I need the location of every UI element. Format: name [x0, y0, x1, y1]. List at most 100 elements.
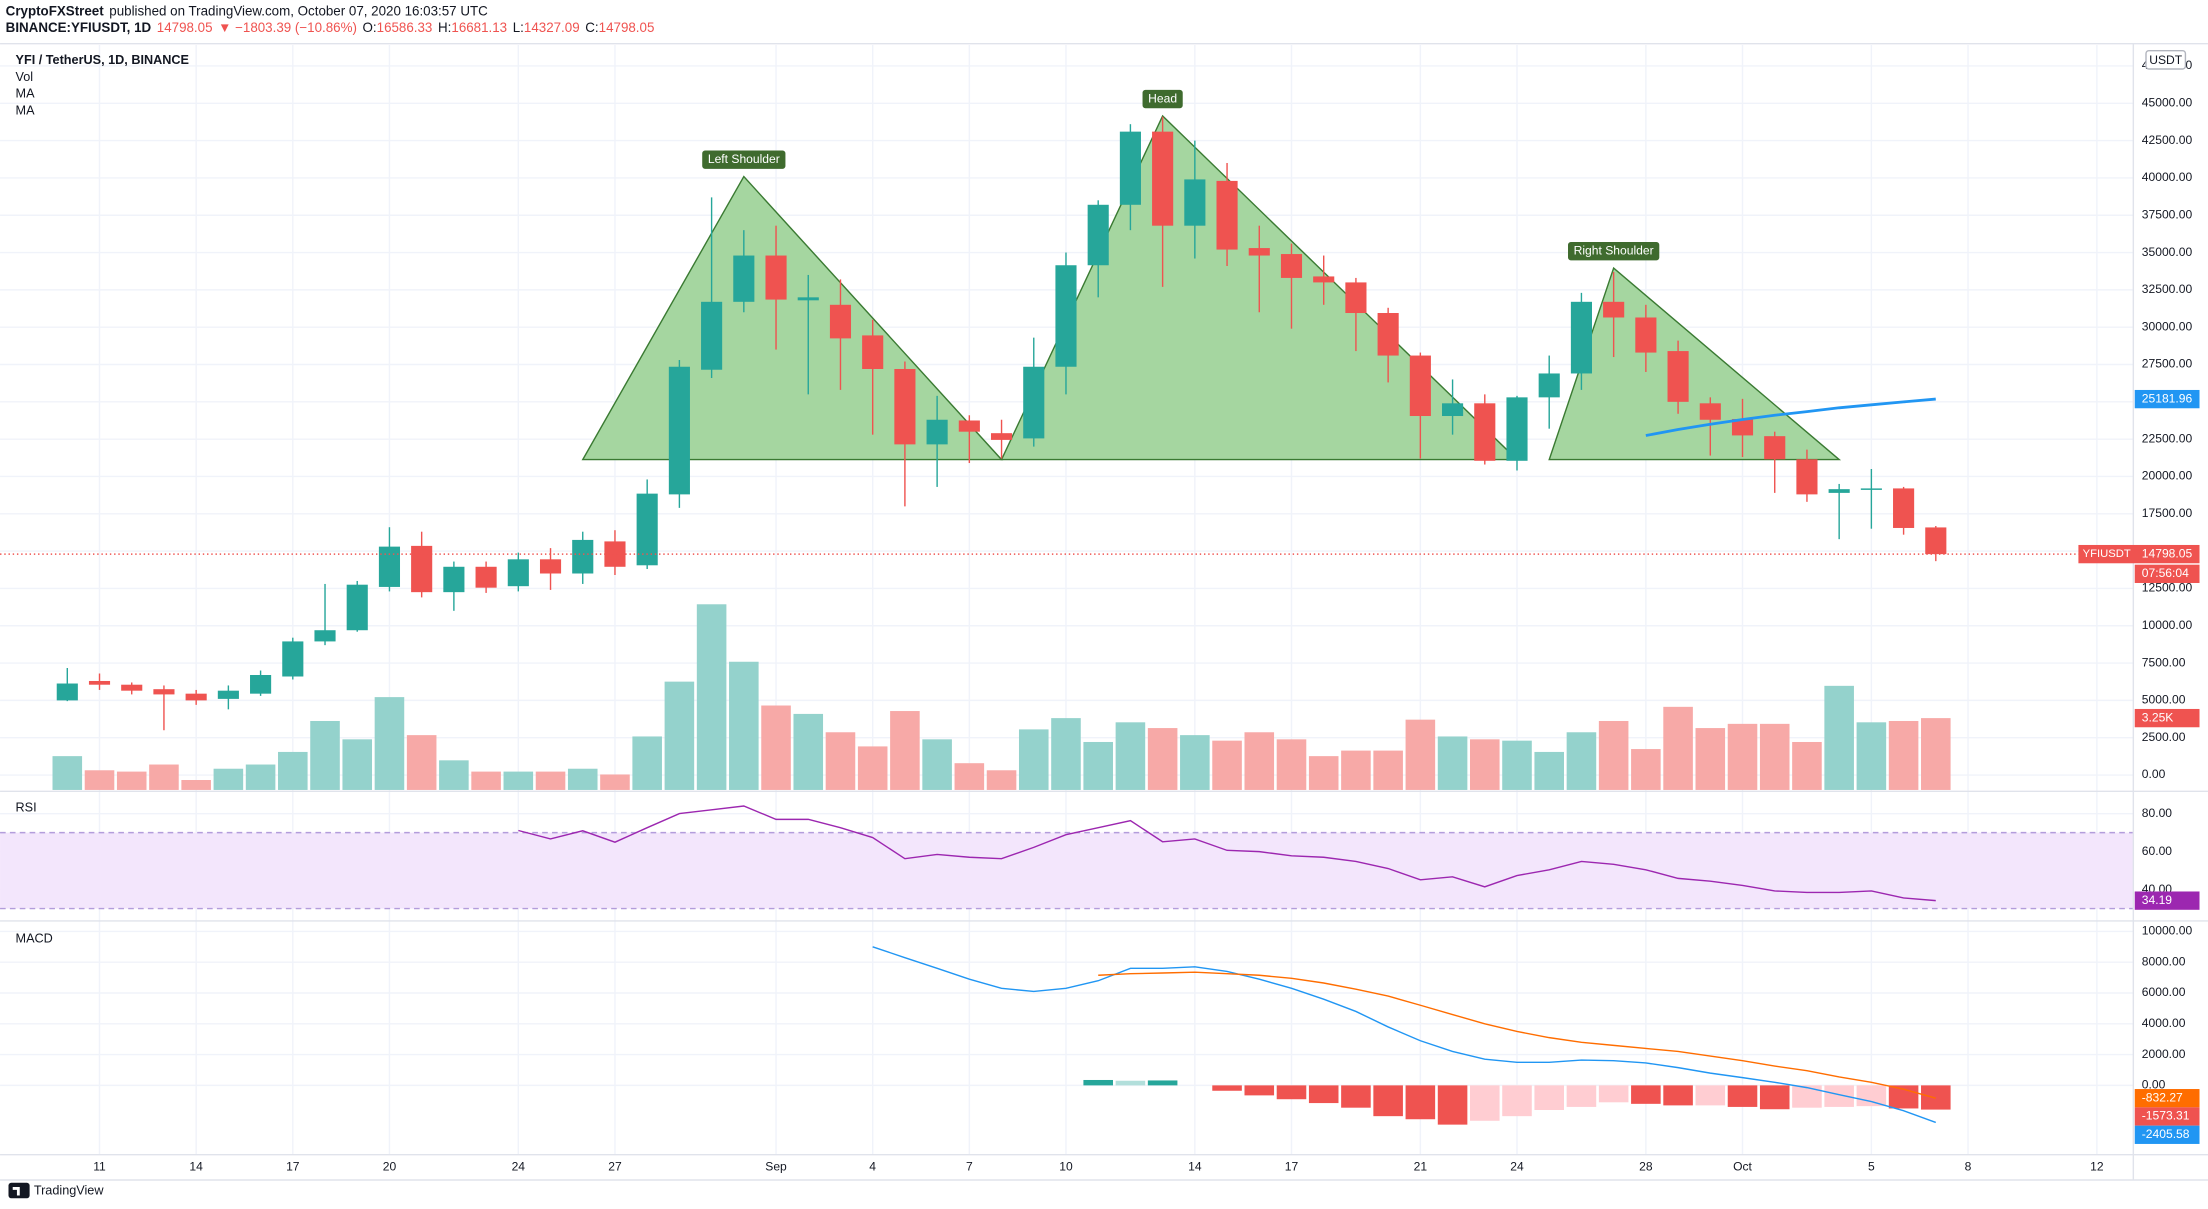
- volume-bar: [1212, 740, 1242, 790]
- candle-body: [1828, 489, 1850, 493]
- volume-value-box: [2134, 708, 2200, 728]
- x-tick-label: 11: [93, 1160, 106, 1174]
- candle-body: [829, 304, 852, 339]
- histogram-bar: [1083, 1079, 1113, 1086]
- candle-body: [314, 630, 336, 642]
- price-axis-bg: [2133, 43, 2208, 1182]
- x-tick-label: 10: [1059, 1160, 1073, 1174]
- candle-body: [443, 566, 465, 593]
- volume-bar: [1759, 723, 1790, 790]
- volume-bar: [793, 713, 824, 790]
- candle-body: [1345, 282, 1367, 314]
- histogram-bar: [1727, 1085, 1758, 1107]
- histogram-bar: [1276, 1085, 1307, 1100]
- candle-body: [121, 684, 143, 691]
- candle-body: [378, 546, 401, 587]
- rsi-line: [518, 805, 1936, 902]
- histogram-value-box: [2134, 1107, 2200, 1126]
- volume-bar: [1598, 720, 1629, 790]
- x-tick-label: 8: [1965, 1160, 1972, 1174]
- y-tick-label: 5000.00: [2142, 693, 2186, 707]
- pattern-label: Head: [1148, 91, 1177, 105]
- volume-bar: [1244, 732, 1275, 790]
- candle-body: [185, 693, 207, 701]
- candle-body: [668, 366, 690, 495]
- candle-body: [1184, 179, 1206, 226]
- candle-body: [1377, 313, 1399, 356]
- ohlc-key: O:: [363, 20, 377, 35]
- volume-bar: [1437, 736, 1468, 790]
- y-tick-label: 7500.00: [2142, 655, 2186, 669]
- y-tick-label: 60.00: [2142, 844, 2173, 858]
- candle-body: [1764, 436, 1786, 460]
- volume-bar: [1018, 729, 1049, 790]
- volume-bar: [825, 732, 856, 790]
- ma-value: 25181.96: [2142, 391, 2193, 405]
- y-tick-label: 22500.00: [2142, 431, 2193, 445]
- legend-entry: MA: [16, 104, 36, 118]
- y-tick-label: 40000.00: [2142, 170, 2193, 184]
- candle-body: [153, 689, 175, 695]
- candle-body: [862, 335, 884, 369]
- histogram-value: -1573.31: [2142, 1109, 2190, 1123]
- y-tick-label: 45000.00: [2142, 95, 2193, 109]
- candle-body: [926, 419, 948, 445]
- last-price: 14798.05: [2142, 546, 2193, 560]
- y-tick-label: 0.00: [2142, 767, 2166, 781]
- candle-body: [701, 301, 723, 370]
- candle-body: [539, 559, 562, 574]
- pane-title: MACD: [16, 932, 53, 946]
- volume-bar: [1566, 732, 1597, 790]
- volume-bar: [439, 760, 469, 790]
- candle-body: [797, 297, 819, 301]
- candle-body: [1667, 351, 1689, 402]
- candle-body: [1119, 131, 1141, 205]
- y-tick-label: 80.00: [2142, 806, 2173, 820]
- candle-body: [1570, 301, 1592, 374]
- volume-bar: [1856, 722, 1887, 790]
- candle-body: [1152, 131, 1174, 226]
- countdown-box: [2134, 564, 2200, 583]
- candle-body: [475, 566, 497, 588]
- candle-body: [1893, 488, 1915, 528]
- candle-body: [1055, 265, 1077, 367]
- histogram-bar: [1502, 1085, 1532, 1117]
- y-tick-label: 10000.00: [2142, 618, 2193, 632]
- candle-body: [1603, 301, 1625, 318]
- ohlc-value: 16681.13: [451, 20, 507, 35]
- volume-bar: [278, 751, 308, 790]
- signal-line: [1098, 971, 1936, 1099]
- y-tick-label: 2500.00: [2142, 730, 2186, 744]
- volume-bar: [310, 720, 340, 790]
- y-tick-label: 4000.00: [2142, 1016, 2186, 1030]
- volume-bar: [922, 739, 952, 790]
- volume-bar: [1051, 718, 1081, 790]
- volume-bar: [52, 756, 83, 790]
- volume-bar: [1502, 740, 1532, 790]
- volume-bar: [1470, 739, 1500, 790]
- volume-bar: [857, 746, 888, 790]
- histogram-bar: [1598, 1085, 1629, 1103]
- x-tick-label: 4: [869, 1160, 876, 1174]
- pattern-label-box: [702, 150, 786, 169]
- volume-bar: [664, 681, 695, 790]
- pattern-label-box: [1142, 89, 1183, 109]
- candle-body: [1731, 418, 1754, 436]
- histogram-bar: [1856, 1085, 1887, 1107]
- candle-body: [1860, 488, 1882, 490]
- ohlc-value: 14327.09: [524, 20, 580, 35]
- footer-brand: TradingView: [34, 1184, 105, 1198]
- y-tick-label: 2000.00: [2142, 1047, 2186, 1061]
- header-line-2: BINANCE:YFIUSDT, 1D 14798.05 ▼ −1803.39 (−…: [6, 20, 655, 35]
- volume-bar: [1115, 722, 1146, 790]
- histogram-bar: [1792, 1085, 1822, 1108]
- volume-bar: [342, 739, 373, 790]
- candle-body: [282, 641, 304, 677]
- candle-body: [250, 675, 272, 694]
- histogram-bar: [1308, 1085, 1339, 1104]
- x-tick-label: 28: [1639, 1160, 1653, 1174]
- author: CryptoFXStreet: [6, 3, 105, 18]
- histogram-bar: [1244, 1085, 1275, 1096]
- candle-body: [1506, 397, 1528, 461]
- ma-value-box: [2134, 389, 2200, 409]
